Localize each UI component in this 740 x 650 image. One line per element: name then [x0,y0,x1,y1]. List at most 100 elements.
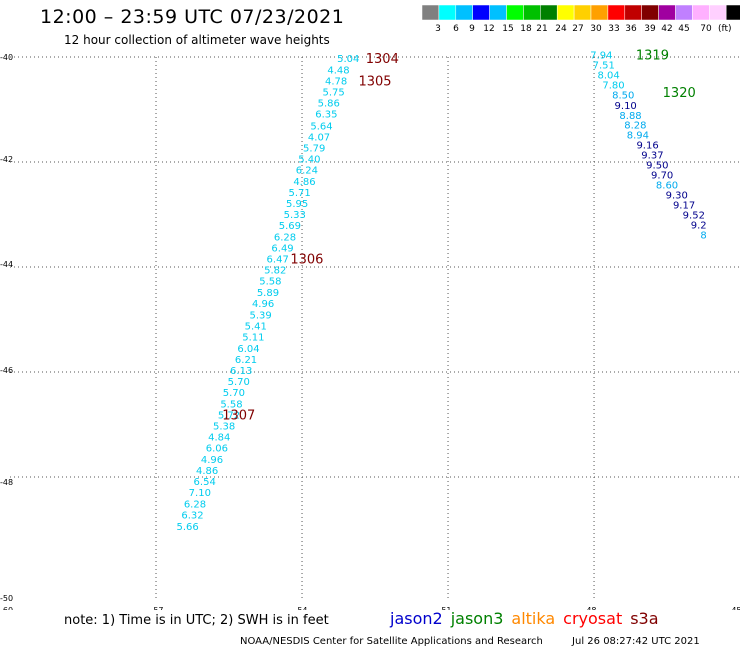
wave-height-value: 9.52 [683,211,705,222]
wave-height-value: 8.60 [656,181,678,192]
credit-line: NOAA/NESDIS Center for Satellite Applica… [240,636,700,647]
timestamp: Jul 26 08:27:42 UTC 2021 [572,636,700,647]
wave-height-value: 5.69 [279,221,301,232]
wave-height-value: 6.24 [296,165,318,176]
wave-height-value: 5.89 [257,288,279,299]
wave-height-value: 8.28 [624,121,646,132]
wave-height-value: 5.86 [318,99,340,110]
satellite-legend: jason2 jason3 altika cryosat s3a [390,609,667,628]
wave-height-value: 5.71 [288,188,310,199]
pass-time-label: 1304 [366,52,399,67]
x-tick-label: -57 [150,606,163,610]
wave-height-value: 9.50 [646,161,668,172]
y-tick-label: -50 [0,594,13,603]
map-grid [10,56,740,598]
wave-height-value: 6.35 [315,110,337,121]
wave-height-value: 5.11 [242,332,264,343]
wave-height-value: 5.79 [303,143,325,154]
legend-label: 24 [555,24,567,34]
legend-label: 6 [453,24,459,34]
wave-height-value: 4.84 [208,433,230,444]
wave-height-value: 6.21 [235,355,257,366]
color-scale-legend: 3 6 9 12 15 18 21 24 27 30 33 36 39 42 45 70 (ft) [421,4,740,34]
map-subtitle: 12 hour collection of altimeter wave hei… [64,33,330,47]
wave-height-value: 5.95 [286,199,308,210]
wave-height-value: 8 [700,230,706,241]
credit-text: NOAA/NESDIS Center for Satellite Applica… [240,636,543,647]
x-tick-label: -48 [583,606,596,610]
wave-height-value: 5.38 [213,422,235,433]
satellite-name: s3a [630,609,659,628]
wave-height-value: 8.50 [612,90,634,101]
legend-unit: (ft) [718,24,732,34]
wave-height-value: 5.70 [223,388,245,399]
legend-label: 18 [520,24,532,34]
wave-height-value: 4.07 [308,132,330,143]
wave-height-value: 9.16 [636,141,658,152]
wave-height-value: 7.94 [590,50,612,61]
wave-height-value: 9.30 [666,191,688,202]
legend-label: 27 [572,24,583,34]
wave-height-value: 6.54 [194,477,216,488]
pass-time-label: 1306 [290,253,323,268]
wave-height-value: 7.51 [593,60,615,71]
legend-label: 42 [661,24,672,34]
legend-label: 36 [625,24,637,34]
corner-label: -60 [0,606,13,610]
wave-height-value: 6.13 [230,366,252,377]
wave-height-value: 4.96 [201,455,223,466]
wave-height-value: 5.04 [337,54,359,65]
wave-height-value: 5.39 [250,310,272,321]
wave-height-value: 5.72 [218,411,240,422]
wave-height-value: 7.80 [602,80,624,91]
wave-height-value: 5.33 [284,210,306,221]
satellite-name: jason2 [390,609,443,628]
wave-height-value: 4.48 [327,66,349,77]
wave-height-value: 5.41 [245,321,267,332]
wave-height-value: 6.32 [181,510,203,521]
pass-time-label: 1320 [663,86,696,101]
legend-label: 9 [469,24,475,34]
wave-height-value: 9.17 [673,201,695,212]
wave-height-value: 9.10 [615,101,637,112]
legend-label: 21 [536,24,547,34]
altimeter-tracks: 5.044.484.785.755.866.355.644.075.795.40… [177,50,707,532]
legend-label: 70 [700,24,712,34]
wave-height-value: 4.96 [252,299,274,310]
wave-height-value: 5.64 [310,121,332,132]
wave-height-value: 8.94 [627,131,649,142]
wave-height-value: 6.49 [271,244,293,255]
legend-label: 3 [435,24,441,34]
wave-height-map: -57 -54 -51 -48 -45 -40 -42 -44 -46 -48 -50 -60 5.0… [0,48,740,610]
wave-height-value: 5.75 [323,88,345,99]
wave-height-value: 4.86 [196,466,218,477]
y-tick-label: -42 [0,155,13,164]
pass-time-label: 1319 [636,48,669,63]
wave-height-value: 8.88 [619,111,641,122]
satellite-name: cryosat [563,609,623,628]
y-tick-label: -46 [0,366,13,375]
wave-height-value: 8.04 [598,70,620,81]
legend-label: 12 [483,24,494,34]
map-title: 12:00 – 23:59 UTC 07/23/2021 [40,6,345,28]
wave-height-value: 5.70 [228,377,250,388]
wave-height-value: 4.78 [325,77,347,88]
wave-height-value: 5.58 [259,277,281,288]
legend-label: 39 [644,24,656,34]
wave-height-value: 5.66 [177,522,199,533]
legend-label: 33 [608,24,619,34]
wave-height-value: 9.2 [691,220,707,231]
wave-height-value: 6.04 [237,344,259,355]
legend-label: 45 [678,24,689,34]
legend-swatch [725,4,740,21]
footnote: note: 1) Time is in UTC; 2) SWH is in fe… [64,613,329,628]
axis-tick-labels: -57 -54 -51 -48 -45 -40 -42 -44 -46 -48 -50 -60 [0,53,740,610]
x-tick-label: -54 [294,606,307,610]
wave-height-value: 9.37 [641,151,663,162]
wave-height-value: 5.82 [264,266,286,277]
pass-time-label: 1307 [222,409,255,424]
x-tick-label: -51 [438,606,451,610]
pass-time-labels: 1304 1305 1306 1307 1319 1320 [222,48,696,423]
wave-height-value: 7.10 [189,488,211,499]
wave-height-value: 4.86 [293,177,315,188]
